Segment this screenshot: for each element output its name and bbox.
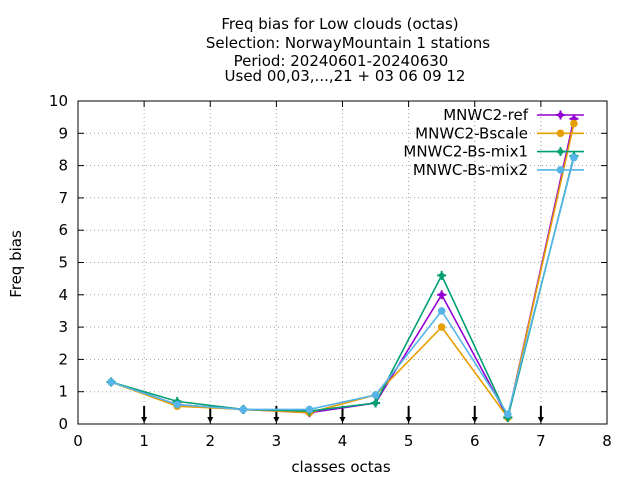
data-point-2-5 (437, 270, 447, 280)
legend-label-1: MNWC2-Bscale (415, 124, 528, 142)
series-line-3 (110, 157, 575, 417)
legend-item-0: MNWC2-ref (443, 106, 584, 124)
axis-ticks: 0 1 2 3 4 5 6 7 8 0 1 2 3 4 5 6 7 8 9 10 (49, 92, 612, 450)
series-lines (106, 114, 579, 423)
chart-title-line-1: Freq bias for Low clouds (octas) (221, 15, 458, 33)
data-point-3-5 (437, 307, 446, 315)
data-point-2-4 (371, 398, 381, 408)
x-tick-label-0: 0 (73, 432, 83, 450)
data-point-3-6 (504, 410, 512, 419)
data-point-3-1 (173, 400, 181, 409)
data-point-3-2 (239, 405, 248, 414)
x-tick-label-2: 2 (205, 432, 215, 450)
chart-title-line-4: Used 00,03,...,21 + 03 06 09 12 (225, 67, 466, 85)
y-tick-label-3: 3 (58, 318, 68, 336)
legend-item-2: MNWC2-Bs-mix1 (403, 143, 584, 161)
series-line-2 (110, 155, 575, 420)
data-point-3-7 (570, 153, 578, 162)
y-tick-label-8: 8 (58, 157, 68, 175)
y-tick-label-4: 4 (58, 286, 68, 304)
legend-marker-0 (556, 110, 565, 120)
x-tick-label-7: 7 (536, 432, 546, 450)
legend-label-3: MNWC-Bs-mix2 (413, 161, 528, 179)
legend: MNWC2-refMNWC2-BscaleMNWC2-Bs-mix1MNWC-B… (403, 106, 584, 179)
chart-title: Freq bias for Low clouds (octas) Selecti… (206, 15, 490, 85)
x-tick-label-4: 4 (338, 432, 348, 450)
y-tick-label-9: 9 (58, 124, 68, 142)
y-tick-label-10: 10 (49, 92, 68, 110)
y-tick-label-6: 6 (58, 221, 68, 239)
chart-title-line-2: Selection: NorwayMountain 1 stations (206, 34, 490, 52)
chart-title-line-3: Period: 20240601-20240630 (234, 52, 449, 70)
x-axis-title: classes octas (291, 458, 391, 476)
legend-item-1: MNWC2-Bscale (415, 124, 584, 142)
y-tick-label-1: 1 (58, 383, 68, 401)
x-tick-label-8: 8 (602, 432, 612, 450)
data-point-3-0 (107, 378, 115, 386)
data-point-0-5 (437, 290, 447, 300)
legend-marker-2 (556, 147, 565, 157)
y-tick-label-2: 2 (58, 350, 68, 368)
legend-marker-3 (556, 166, 565, 174)
y-tick-label-7: 7 (58, 189, 68, 207)
data-point-3-4 (371, 391, 380, 399)
x-tick-label-5: 5 (404, 432, 414, 450)
x-tick-label-1: 1 (139, 432, 149, 450)
legend-marker-1 (556, 129, 565, 138)
data-point-3-3 (305, 405, 314, 414)
data-point-1-7 (570, 119, 578, 128)
series-3 (107, 153, 578, 419)
legend-label-0: MNWC2-ref (443, 106, 528, 124)
grid (78, 101, 607, 424)
series-line-1 (110, 123, 575, 420)
legend-label-2: MNWC2-Bs-mix1 (403, 143, 528, 161)
data-point-1-5 (437, 323, 446, 331)
y-tick-label-5: 5 (58, 254, 68, 272)
x-tick-label-3: 3 (272, 432, 282, 450)
y-tick-label-0: 0 (58, 415, 68, 433)
legend-item-3: MNWC-Bs-mix2 (413, 161, 584, 179)
y-axis-title: Freq bias (7, 230, 25, 298)
x-tick-label-6: 6 (470, 432, 480, 450)
